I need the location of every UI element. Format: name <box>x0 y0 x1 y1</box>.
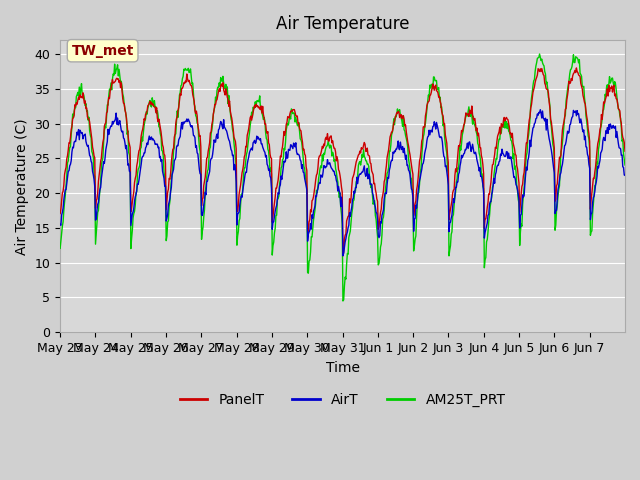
Title: Air Temperature: Air Temperature <box>276 15 410 33</box>
Legend: PanelT, AirT, AM25T_PRT: PanelT, AirT, AM25T_PRT <box>174 388 511 413</box>
Text: TW_met: TW_met <box>72 44 134 58</box>
Y-axis label: Air Temperature (C): Air Temperature (C) <box>15 118 29 254</box>
X-axis label: Time: Time <box>326 360 360 374</box>
